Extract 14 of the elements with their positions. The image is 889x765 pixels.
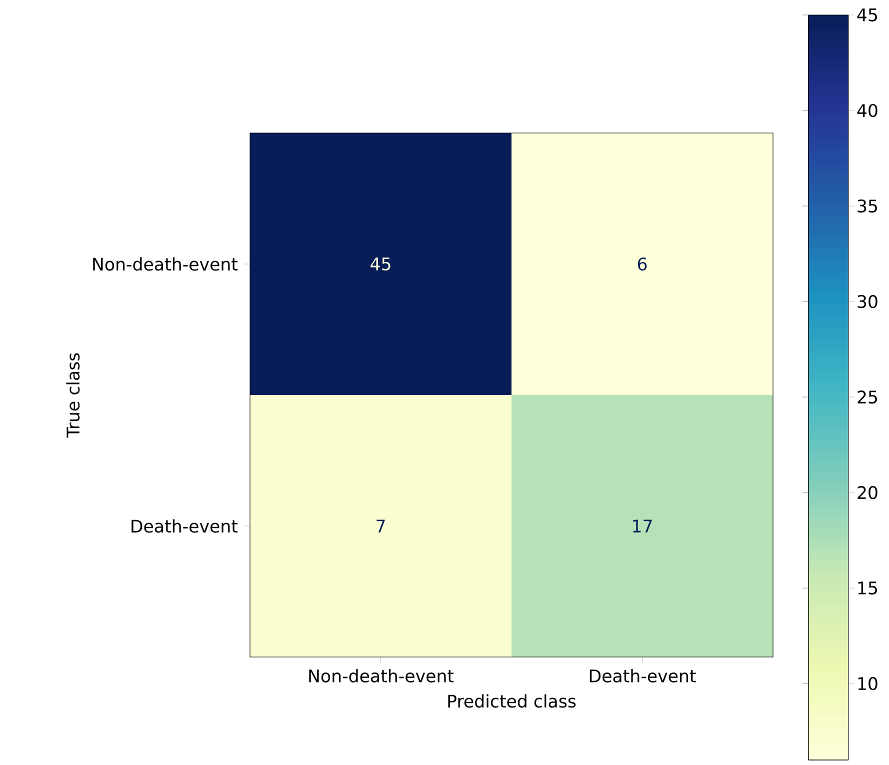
data-label: 7 <box>376 520 385 532</box>
data-label: 45 <box>370 258 390 270</box>
color-bar-label: 30 <box>858 294 878 308</box>
x-axis-title: Predicted class <box>448 694 576 708</box>
color-bar-label: 15 <box>858 582 877 595</box>
data-label: 6 <box>638 257 647 271</box>
color-bar-label: 10 <box>858 677 878 690</box>
color-bar-label: 25 <box>858 390 877 404</box>
color-bar-label: 45 <box>857 8 877 22</box>
color-bar-label: 40 <box>857 104 878 118</box>
data-label: 17 <box>633 520 652 532</box>
color-bar-label: 35 <box>858 199 877 213</box>
y-axis-title: True class <box>66 353 80 438</box>
color-bar-label: 20 <box>858 486 878 500</box>
